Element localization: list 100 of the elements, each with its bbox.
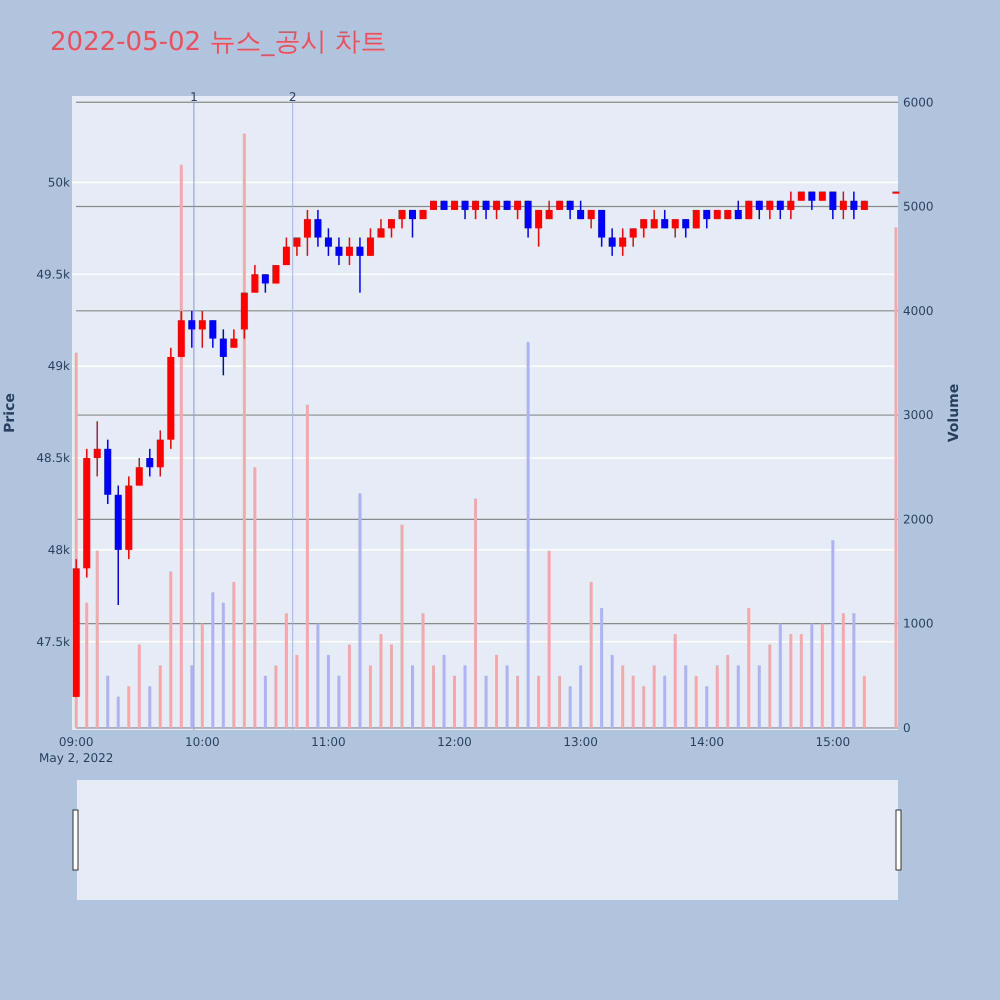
y2-tick-label: 4000 <box>903 304 934 318</box>
bar <box>348 644 351 728</box>
candlestick <box>682 218 690 238</box>
bar <box>831 540 834 728</box>
candlestick <box>230 328 238 349</box>
candlestick <box>430 200 438 211</box>
bar <box>464 665 467 728</box>
bar <box>453 676 456 728</box>
y-tick-label: 48.5k <box>36 451 70 466</box>
ref-line-label: 2 <box>288 90 297 104</box>
candlestick <box>661 209 668 230</box>
bar <box>663 676 666 728</box>
candlestick <box>209 319 216 349</box>
bar <box>768 644 772 728</box>
bar <box>558 676 562 728</box>
bar <box>862 676 866 728</box>
bar <box>127 686 130 728</box>
y-tick-label: 49.5k <box>36 267 70 282</box>
bar <box>158 665 162 728</box>
candlestick <box>808 190 816 211</box>
bar <box>138 644 141 728</box>
bar <box>474 498 478 728</box>
candlestick <box>608 228 616 257</box>
bar <box>820 624 824 728</box>
candlestick <box>220 328 227 376</box>
bar <box>211 592 214 728</box>
bar <box>526 342 530 728</box>
candlestick <box>94 420 101 478</box>
ref-line-label: 1 <box>190 90 198 104</box>
bar <box>148 686 152 728</box>
x-tick-label: 12:00 <box>437 735 472 749</box>
candlestick <box>734 200 742 220</box>
bar <box>642 686 646 728</box>
y2-tick-label: 6000 <box>903 95 934 110</box>
bar <box>390 644 393 728</box>
candlestick <box>514 200 522 220</box>
bar <box>506 665 509 728</box>
bar <box>284 613 288 728</box>
bar <box>306 404 309 728</box>
y-tick-label: 49k <box>48 359 70 374</box>
x-tick-label: 10:00 <box>185 735 220 749</box>
bar <box>842 613 845 728</box>
candlestick <box>304 209 311 257</box>
bar <box>716 665 719 728</box>
candlestick <box>482 200 490 220</box>
y-tick-label: 50k <box>48 175 70 190</box>
y2-tick-label: 5000 <box>903 200 934 214</box>
bar <box>421 613 424 728</box>
candlestick <box>829 190 836 220</box>
candlestick <box>293 236 300 257</box>
candlestick <box>619 228 626 257</box>
bar <box>548 550 551 728</box>
bar <box>169 572 172 728</box>
candlestick <box>198 310 206 349</box>
y2-axis-title: Volume <box>946 384 962 442</box>
candlestick <box>388 218 395 238</box>
bar <box>379 634 382 728</box>
bar <box>674 634 677 728</box>
bar <box>621 665 624 728</box>
bar <box>894 227 898 728</box>
bar <box>410 665 414 728</box>
bar <box>590 582 593 728</box>
bar <box>484 676 488 728</box>
bar <box>442 654 446 728</box>
bar <box>568 686 572 728</box>
bar <box>758 665 761 728</box>
bar <box>600 608 604 728</box>
bar <box>190 665 194 728</box>
y2-tick-label: 2000 <box>903 512 934 526</box>
bar <box>400 524 404 728</box>
candlestick <box>472 200 480 220</box>
candlestick <box>262 274 269 294</box>
x-tick-label: 11:00 <box>311 735 346 749</box>
bar <box>747 608 750 728</box>
candlestick <box>504 200 511 211</box>
candlestick <box>377 218 384 238</box>
y2-tick-label: 0 <box>903 720 911 735</box>
candlestick <box>588 209 595 230</box>
bar <box>85 602 88 728</box>
candlestick <box>745 200 752 220</box>
bar <box>705 686 708 728</box>
candlestick <box>356 236 364 294</box>
bar <box>316 624 320 728</box>
candlestick <box>398 209 406 230</box>
y-tick-label: 48k <box>48 542 70 557</box>
bar <box>537 676 540 728</box>
x-tick-label: 09:00 May 2, 2022 <box>38 735 114 765</box>
bar <box>610 654 614 728</box>
candlestick <box>366 228 374 257</box>
bar <box>684 665 688 728</box>
bar <box>694 676 698 728</box>
bar <box>368 665 372 728</box>
candlestick <box>188 310 196 349</box>
y2-tick-label: 1000 <box>903 616 934 631</box>
candlestick <box>556 200 564 211</box>
candlestick <box>756 200 763 220</box>
bar <box>96 550 99 728</box>
candlestick <box>251 264 258 294</box>
y-axis-title: Price <box>2 393 18 433</box>
y2-tick-label: 3000 <box>903 408 934 422</box>
